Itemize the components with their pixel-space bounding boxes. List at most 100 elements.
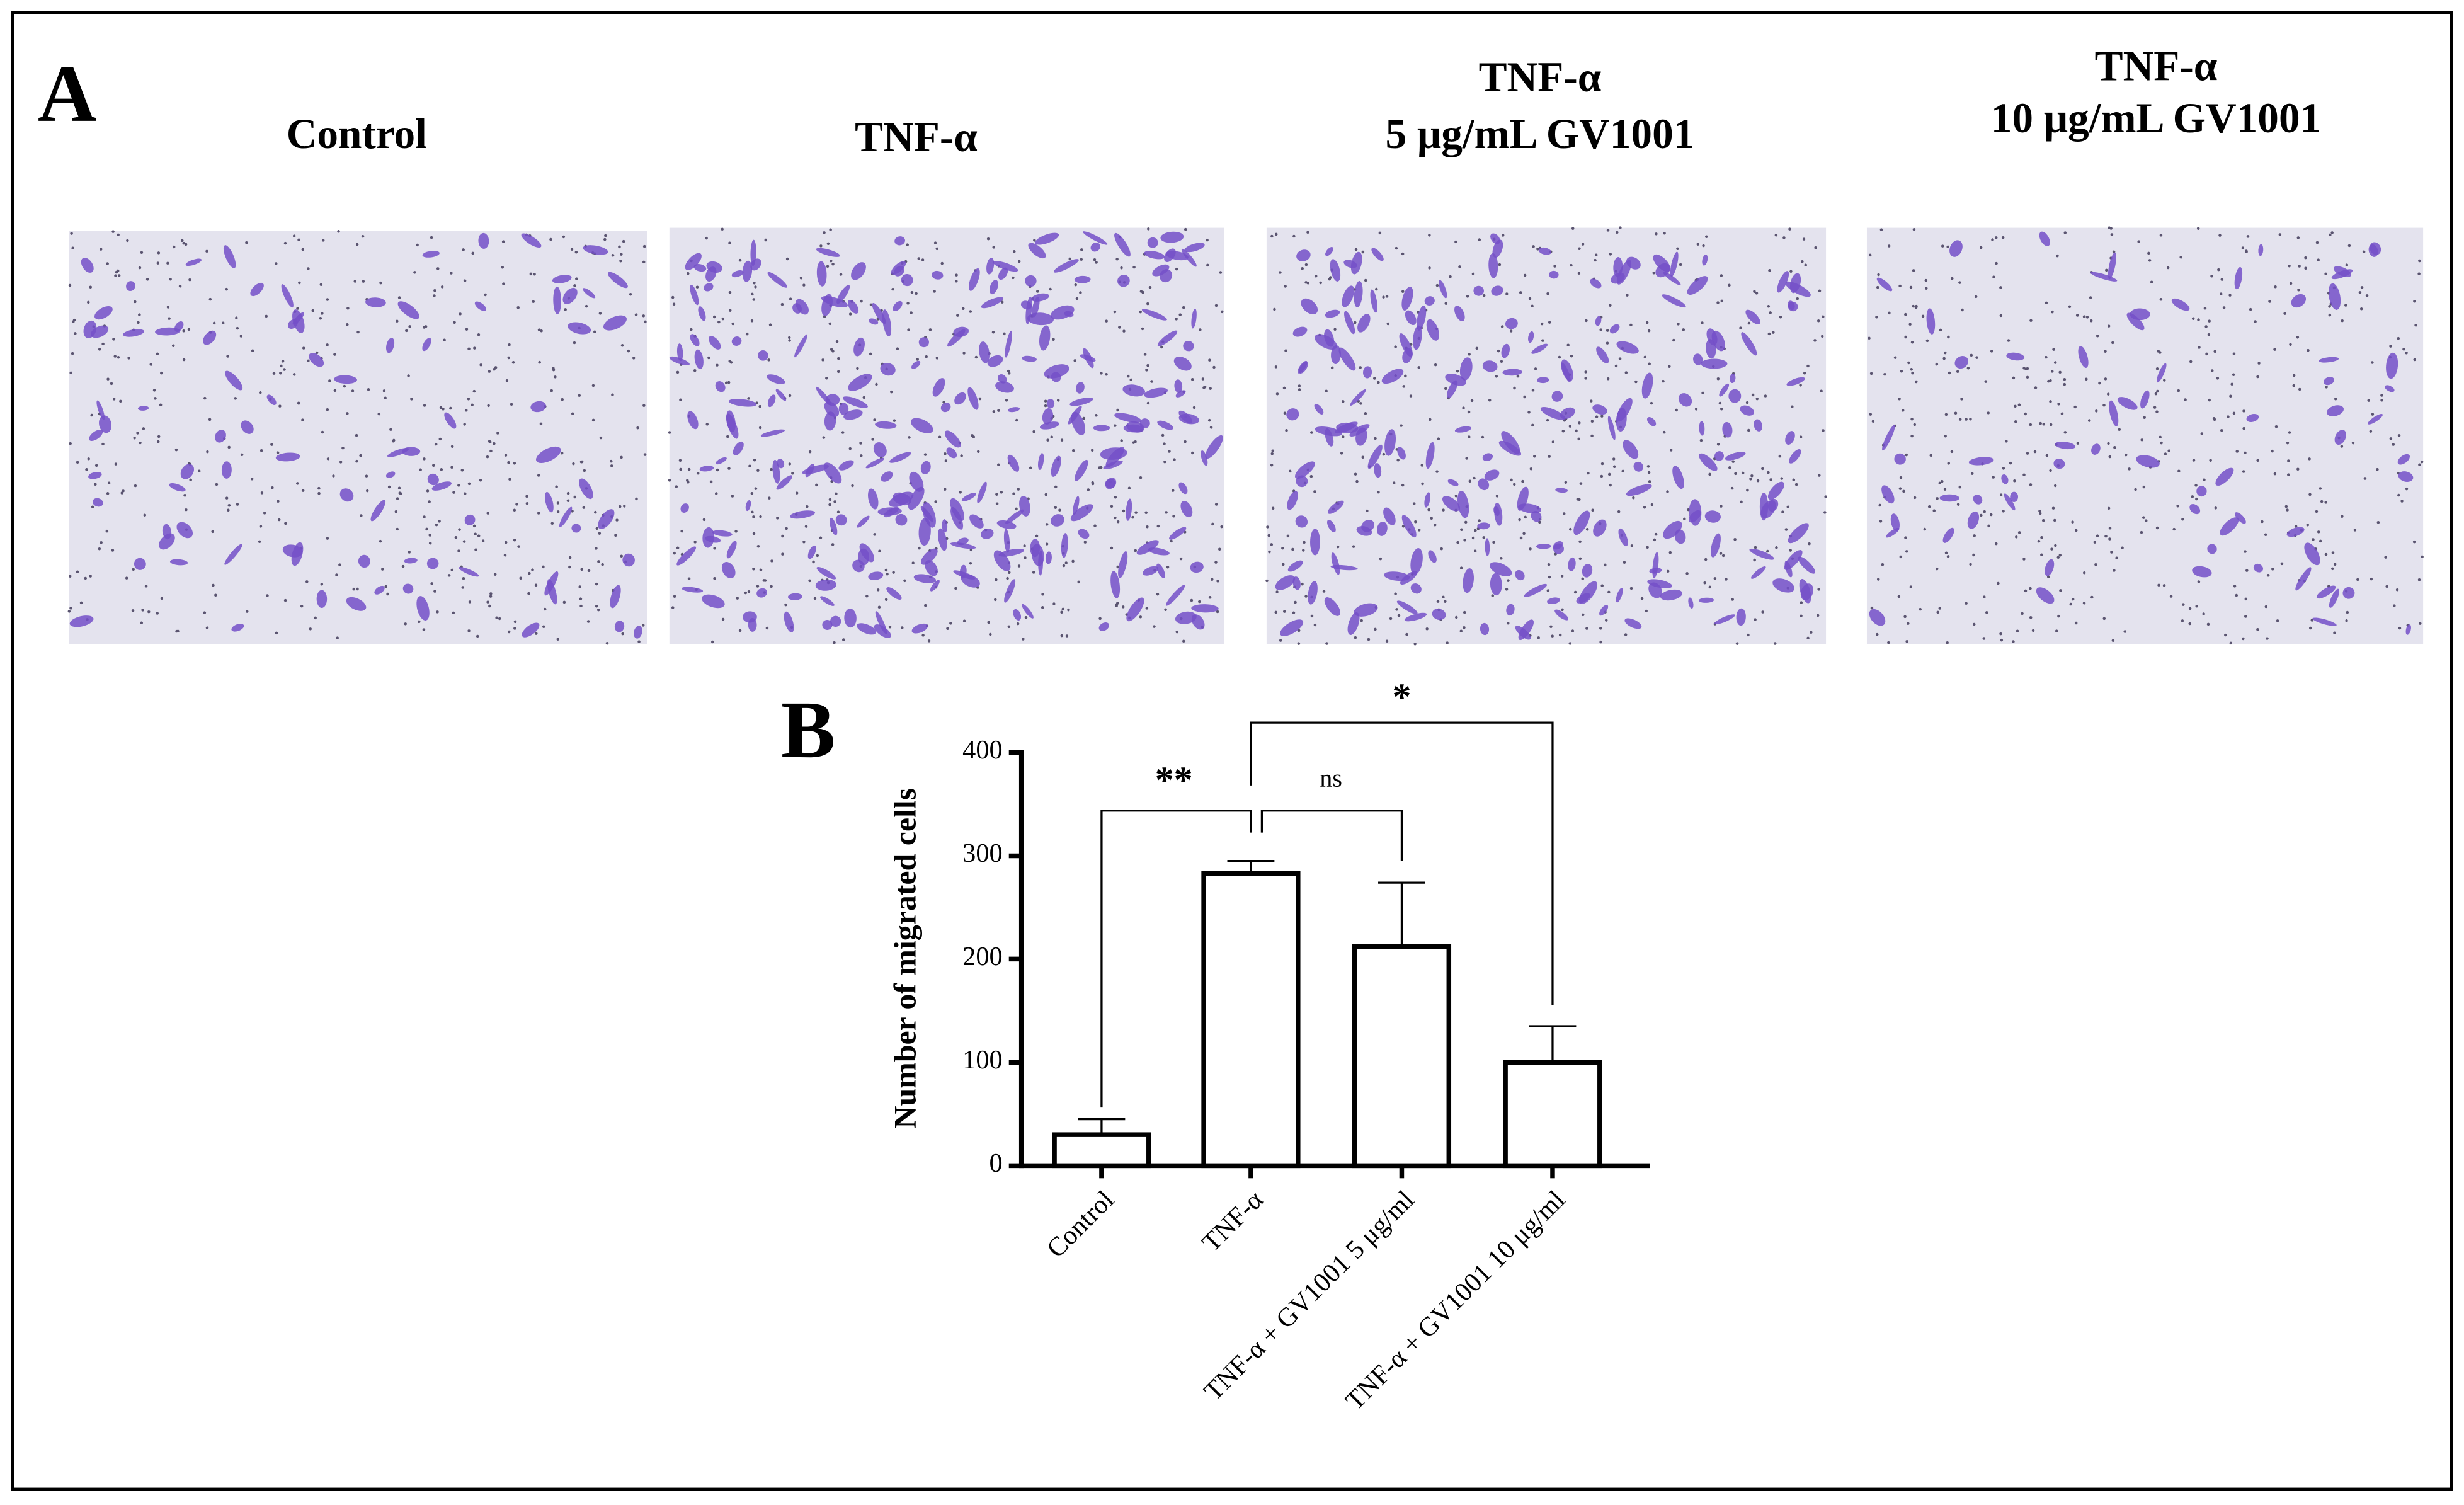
pore	[1172, 515, 1175, 518]
pore	[762, 579, 766, 582]
cell	[1413, 325, 1422, 350]
pore	[836, 370, 840, 374]
pore	[1750, 474, 1754, 478]
cell	[838, 403, 849, 415]
pore	[1912, 269, 1915, 272]
pore	[888, 625, 892, 629]
cell	[1482, 453, 1493, 461]
pore	[71, 352, 74, 355]
pore	[2356, 578, 2359, 581]
pore	[1436, 600, 1440, 603]
pore	[911, 561, 915, 564]
pore	[1624, 371, 1628, 374]
pore	[568, 556, 572, 559]
pore	[2140, 530, 2143, 534]
cell	[1044, 364, 1069, 379]
cell	[760, 429, 785, 437]
pore	[1444, 387, 1447, 391]
pore	[2007, 339, 2011, 342]
pore	[784, 603, 787, 607]
cell	[961, 574, 980, 588]
pore	[2055, 629, 2058, 632]
pore	[1585, 319, 1588, 323]
pore	[1304, 263, 1308, 266]
pore	[2242, 470, 2245, 473]
cell	[1110, 571, 1121, 598]
pore	[1571, 629, 1575, 632]
pore	[1463, 610, 1466, 614]
pore	[1668, 551, 1672, 554]
pore	[1573, 590, 1577, 594]
pore	[1273, 307, 1276, 311]
pore	[1581, 613, 1585, 617]
pore	[673, 595, 676, 598]
pore	[2286, 459, 2290, 462]
pore	[2288, 264, 2291, 268]
panel-label: B	[781, 685, 836, 775]
pore	[2264, 533, 2267, 537]
pore	[1148, 286, 1152, 289]
cell	[1178, 410, 1192, 423]
cell	[1424, 296, 1435, 306]
pore	[1921, 314, 1925, 318]
pore	[1973, 534, 1976, 537]
cell	[2246, 413, 2259, 422]
pore	[921, 258, 925, 261]
pore	[487, 404, 490, 408]
pore	[1067, 608, 1070, 612]
micrograph	[668, 227, 1224, 644]
pore	[189, 478, 192, 482]
cell	[1624, 618, 1642, 629]
pore	[989, 632, 992, 636]
pore	[643, 453, 647, 456]
pore	[2206, 622, 2210, 626]
pore	[1279, 271, 1282, 274]
pore	[1646, 465, 1650, 468]
pore	[995, 578, 998, 581]
pore	[2195, 497, 2198, 501]
pore	[1433, 524, 1437, 527]
pore	[2397, 434, 2401, 437]
pore	[1944, 351, 1947, 355]
pore	[1190, 598, 1194, 602]
pore	[2047, 379, 2050, 383]
cell	[1148, 547, 1170, 556]
pore	[2182, 603, 2185, 606]
cell	[1886, 527, 1900, 538]
pore	[1464, 520, 1468, 524]
pore	[2222, 306, 2226, 309]
pore	[1810, 631, 1813, 634]
pore	[351, 389, 355, 392]
pore	[1767, 332, 1771, 336]
pore	[2417, 272, 2421, 275]
cell	[1287, 560, 1303, 572]
cell	[634, 626, 642, 639]
pore	[1935, 567, 1939, 571]
pore	[1645, 609, 1648, 613]
significance-label: *	[1392, 676, 1411, 718]
pore	[542, 565, 545, 569]
pore	[2208, 319, 2211, 323]
pore	[748, 464, 751, 468]
pore	[1068, 257, 1072, 261]
cell	[1402, 348, 1413, 363]
pore	[1468, 435, 1471, 438]
pore	[860, 454, 863, 457]
pore	[1325, 389, 1328, 392]
pore	[1146, 302, 1149, 306]
pore	[382, 389, 386, 392]
pore	[68, 283, 72, 287]
cell	[1573, 510, 1590, 535]
cell	[614, 621, 625, 632]
pore	[160, 371, 163, 375]
pore	[1521, 479, 1524, 483]
pore	[1618, 357, 1622, 360]
pore	[848, 312, 852, 316]
pore	[462, 248, 465, 251]
pore	[1936, 610, 1939, 614]
cell	[1704, 510, 1721, 523]
pore	[515, 503, 518, 506]
cell	[1942, 527, 1954, 543]
pore	[550, 389, 554, 392]
pore	[2328, 313, 2332, 317]
